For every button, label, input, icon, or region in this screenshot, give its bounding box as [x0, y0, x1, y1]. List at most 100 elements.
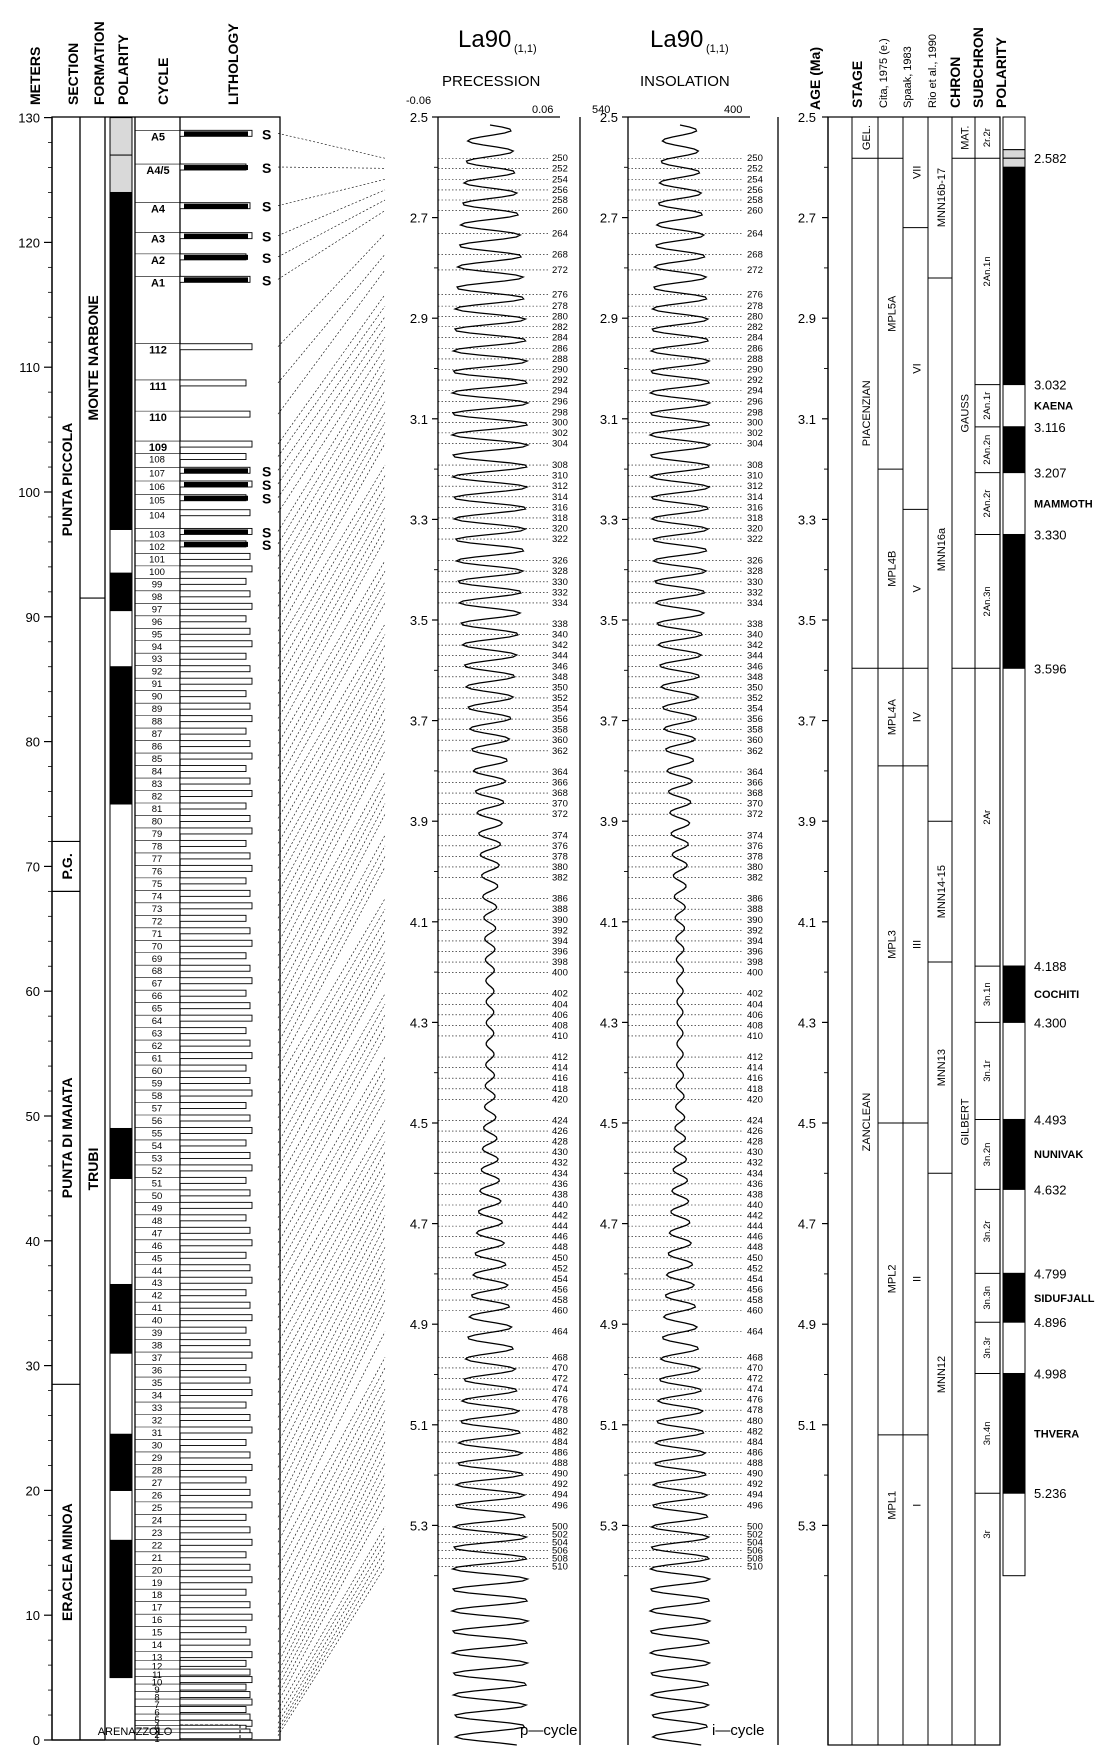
- lithology-header: LITHOLOGY: [225, 23, 241, 105]
- precession-axis-max: 0.06: [532, 104, 553, 116]
- insolation-cycle-number: 424: [747, 1115, 763, 1126]
- polarity-right-zone: [1002, 472, 1026, 535]
- insolation-cycle-number: 486: [747, 1447, 763, 1458]
- correlation-line: [277, 771, 386, 969]
- polarity-right-zone: [1002, 426, 1026, 474]
- insolation-cycle-number: 360: [747, 735, 763, 746]
- insolation-cycle-number: 398: [747, 957, 763, 968]
- cycle-label: 1: [154, 1734, 159, 1745]
- lithology-bed: [179, 1239, 253, 1247]
- left-headers: METERS SECTION FORMATION POLARITY CYCLE …: [27, 21, 241, 105]
- lithology-bed: [179, 565, 253, 573]
- correlation-line: [277, 571, 386, 757]
- lithology-bed: [179, 1102, 247, 1109]
- lithology-bed: [179, 839, 247, 847]
- lithology-bed: [179, 1488, 251, 1496]
- insolation-cycle-number: 388: [747, 904, 763, 915]
- boundary-age-label: 5.236: [1034, 1486, 1067, 1501]
- precession-cycle-number: 290: [552, 365, 568, 376]
- correlation-line: [277, 866, 386, 1069]
- lithology-bed: [179, 1014, 253, 1022]
- correlation-line: [277, 909, 386, 1094]
- insolation-header: La90 (1,1) INSOLATION 540 400: [592, 26, 742, 116]
- lithology-bed: [179, 1439, 247, 1446]
- correlation-line: [277, 729, 386, 931]
- cycle-label: 74: [152, 891, 163, 902]
- precession-cycle-number: 480: [552, 1416, 568, 1427]
- insolation-label: INSOLATION: [640, 73, 730, 90]
- correlation-line: [277, 1420, 386, 1630]
- precession-label: PRECESSION: [442, 73, 540, 90]
- lithology-bed: [179, 1052, 253, 1060]
- insolation-cycle-number: 456: [747, 1284, 763, 1295]
- insolation-cycle-number: 482: [747, 1426, 763, 1437]
- cycle-column: A5A4/5A4A3A2A111211111010910810710610510…: [135, 130, 180, 1745]
- cycle-label: 50: [152, 1191, 163, 1202]
- spaak-zone-label: III: [912, 940, 924, 949]
- precession-cycle-number: 358: [552, 725, 568, 736]
- lithology-bed: [179, 877, 247, 885]
- correlation-line: [277, 1056, 386, 1243]
- correlation-line: [277, 1130, 386, 1318]
- insolation-cycle-number: 474: [747, 1384, 763, 1395]
- correlation-line: [277, 337, 386, 498]
- precession-title-sub: (1,1): [514, 43, 537, 55]
- insolation-cycle-number: 300: [747, 417, 763, 428]
- insolation-cycle-number: 292: [747, 375, 763, 386]
- correlation-line: [277, 740, 386, 944]
- boundary-age-label: 3.032: [1034, 378, 1067, 393]
- precession-cycle-number: 342: [552, 640, 568, 651]
- precession-cycle-number: 368: [552, 788, 568, 799]
- cycle-label: 92: [152, 667, 163, 678]
- polarity-right-zone: [1002, 1372, 1026, 1494]
- cycle-label: 26: [152, 1490, 163, 1501]
- insolation-cycle-number: 362: [747, 746, 763, 757]
- insolation-cycle-number: 428: [747, 1137, 763, 1148]
- correlation-line: [277, 422, 386, 607]
- insolation-cycle-number: 372: [747, 809, 763, 820]
- insolation-cycle-number: 258: [747, 195, 763, 206]
- correlation-line: [277, 412, 386, 594]
- lithology-bed: [179, 640, 253, 648]
- polarity-right-zone: [1002, 1321, 1026, 1374]
- precession-cycle-number: 282: [552, 322, 568, 333]
- correlation-line: [277, 326, 386, 485]
- insolation-cycle-number: 504: [747, 1538, 763, 1549]
- boundary-age-label: 3.596: [1034, 661, 1067, 676]
- polarity-header: POLARITY: [115, 34, 131, 105]
- precession-cycle-number: 316: [552, 502, 568, 513]
- section-label: P.G.: [59, 853, 75, 879]
- insolation-cycle-number: 446: [747, 1232, 763, 1243]
- polarity-event-name: THVERA: [1034, 1428, 1079, 1440]
- lithology-bed: [179, 902, 253, 910]
- insolation-cycle-number: 492: [747, 1479, 763, 1490]
- cita-header: Cita, 1975 (e.): [878, 38, 890, 108]
- lithology-bed: [179, 440, 253, 448]
- correlation-line: [277, 1558, 386, 1733]
- correlation-line: [277, 1431, 386, 1643]
- polarity-event-name: KAENA: [1034, 401, 1073, 413]
- lithology-bed: [179, 1226, 251, 1234]
- insolation-cycle-number: 420: [747, 1094, 763, 1105]
- cycle-label: 78: [152, 841, 163, 852]
- precession-cycle-number: 354: [552, 704, 568, 715]
- correlation-line: [277, 919, 386, 1106]
- lithology-bed: [179, 1401, 247, 1409]
- lithology-bed: [179, 964, 251, 972]
- precession-cycle-number: 362: [552, 746, 568, 757]
- correlation-line: [277, 358, 386, 532]
- insolation-cycle-number: 312: [747, 481, 763, 492]
- polarity-right-zone: [1002, 166, 1026, 386]
- precession-cycle-number: 488: [552, 1458, 568, 1469]
- correlation-line: [277, 1462, 386, 1673]
- sapropel-marker: S: [262, 463, 271, 479]
- precession-cycle-number: 330: [552, 577, 568, 588]
- precession-tick-label: 3.5: [410, 613, 428, 628]
- spaak-zone-label: VI: [912, 363, 924, 373]
- precession-cycle-number: 312: [552, 481, 568, 492]
- insolation-cycle-number: 314: [747, 492, 763, 503]
- cita-zone-label: MPL2: [887, 1265, 899, 1294]
- lithology-bed: [179, 1576, 253, 1584]
- cycle-label: 40: [152, 1316, 163, 1327]
- precession-cycle-number: 416: [552, 1073, 568, 1084]
